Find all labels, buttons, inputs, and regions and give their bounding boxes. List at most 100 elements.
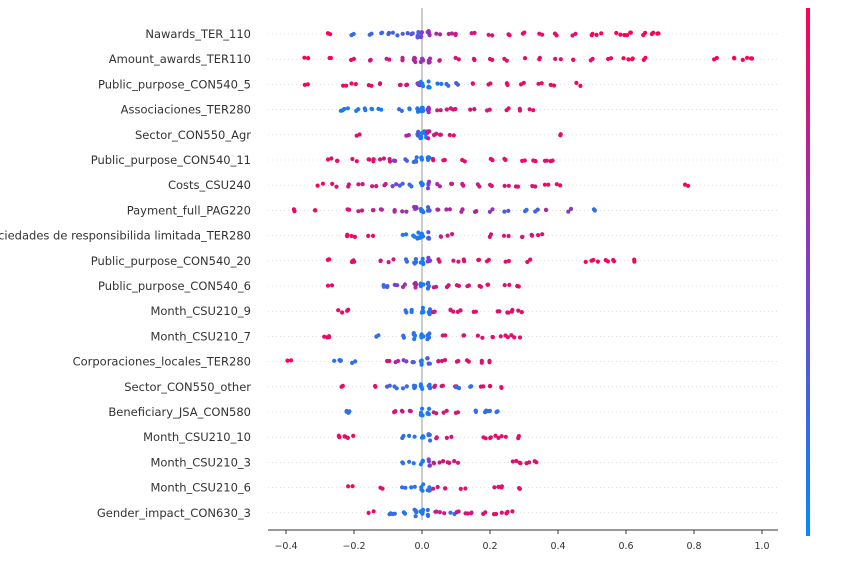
shap-point bbox=[346, 484, 351, 489]
shap-point bbox=[433, 509, 438, 514]
feature-label: Month_CSU210_3 bbox=[150, 455, 251, 469]
shap-point bbox=[686, 183, 691, 188]
shap-point bbox=[367, 157, 372, 162]
shap-point bbox=[524, 207, 529, 212]
shap-point bbox=[552, 31, 558, 36]
shap-point bbox=[502, 183, 507, 188]
shap-point bbox=[437, 259, 442, 264]
shap-point bbox=[378, 157, 383, 162]
shap-point bbox=[532, 459, 537, 464]
shap-point bbox=[393, 409, 398, 414]
shap-point bbox=[431, 410, 436, 415]
shap-point bbox=[519, 310, 524, 315]
shap-point bbox=[453, 410, 458, 415]
feature-label: Month_CSU210_7 bbox=[150, 329, 251, 343]
shap-point bbox=[341, 83, 346, 88]
shap-point bbox=[606, 56, 611, 62]
shap-point bbox=[427, 361, 432, 366]
shap-point bbox=[446, 283, 451, 288]
shap-point bbox=[570, 33, 575, 38]
shap-point bbox=[425, 507, 430, 513]
shap-point bbox=[578, 83, 583, 88]
shap-point bbox=[537, 55, 543, 60]
shap-point bbox=[591, 257, 596, 263]
feature-label: Beneficiary_JSA_CON580 bbox=[108, 405, 251, 419]
shap-point bbox=[427, 60, 432, 65]
shap-point bbox=[416, 130, 421, 136]
shap-point bbox=[315, 183, 320, 188]
shap-point bbox=[400, 386, 406, 391]
shap-point bbox=[456, 358, 461, 364]
shap-point bbox=[325, 257, 330, 262]
shap-point bbox=[425, 337, 430, 342]
shap-point bbox=[302, 55, 307, 60]
shap-point bbox=[472, 107, 477, 112]
shap-point bbox=[485, 108, 490, 113]
shap-point bbox=[426, 79, 431, 84]
shap-point bbox=[438, 108, 443, 113]
shap-point bbox=[506, 106, 511, 111]
shap-point bbox=[432, 309, 437, 314]
shap-point bbox=[407, 107, 412, 112]
shap-point bbox=[371, 159, 376, 164]
shap-point bbox=[435, 484, 440, 490]
shap-point bbox=[383, 181, 388, 187]
shap-point bbox=[449, 31, 454, 36]
shap-point bbox=[427, 312, 432, 317]
shap-point bbox=[418, 359, 423, 364]
shap-point bbox=[437, 510, 442, 515]
shap-point bbox=[498, 334, 503, 339]
shap-point bbox=[425, 488, 430, 493]
shap-point bbox=[431, 460, 436, 465]
shap-point bbox=[591, 207, 597, 212]
shap-point bbox=[401, 333, 406, 338]
shap-point bbox=[475, 182, 480, 187]
shap-point bbox=[412, 56, 418, 61]
shap-point bbox=[419, 134, 424, 139]
shap-point bbox=[412, 261, 417, 266]
shap-point bbox=[745, 55, 750, 60]
shap-point bbox=[437, 132, 443, 137]
shap-point bbox=[558, 57, 563, 62]
shap-point bbox=[506, 32, 511, 37]
shap-point bbox=[409, 309, 414, 315]
shap-point bbox=[506, 310, 511, 315]
shap-point bbox=[427, 331, 432, 336]
shap-point bbox=[418, 260, 423, 265]
shap-point bbox=[451, 309, 456, 314]
shap-point bbox=[540, 32, 545, 37]
shap-point bbox=[466, 359, 471, 364]
shap-point bbox=[441, 459, 446, 464]
feature-label: Payment_full_PAG220 bbox=[127, 203, 251, 217]
shap-point bbox=[499, 434, 504, 439]
shap-point bbox=[329, 156, 334, 161]
x-tick-label: 0.0 bbox=[414, 541, 429, 552]
shap-point bbox=[614, 30, 619, 36]
shap-point bbox=[432, 384, 437, 389]
shap-point bbox=[340, 310, 345, 315]
shap-point bbox=[583, 259, 588, 264]
shap-point bbox=[510, 307, 515, 313]
shap-point bbox=[378, 207, 383, 212]
shap-point bbox=[338, 108, 343, 113]
shap-point bbox=[390, 511, 395, 517]
shap-point bbox=[421, 435, 426, 440]
shap-point bbox=[385, 384, 390, 389]
shap-point bbox=[448, 510, 453, 515]
shap-point bbox=[512, 335, 517, 340]
shap-point bbox=[413, 257, 418, 262]
shap-point bbox=[481, 384, 486, 389]
shap-point bbox=[436, 207, 441, 212]
feature-label: Gender_impact_CON630_3 bbox=[97, 506, 251, 520]
shap-point bbox=[462, 333, 467, 338]
shap-point bbox=[494, 409, 499, 415]
shap-point bbox=[497, 309, 502, 314]
shap-point bbox=[405, 30, 410, 36]
shap-point bbox=[550, 158, 555, 163]
shap-point bbox=[510, 459, 515, 464]
shap-point bbox=[574, 80, 579, 85]
feature-label: Sector_CON550_other bbox=[124, 380, 251, 394]
shap-point bbox=[445, 460, 450, 465]
shap-point bbox=[488, 81, 493, 86]
